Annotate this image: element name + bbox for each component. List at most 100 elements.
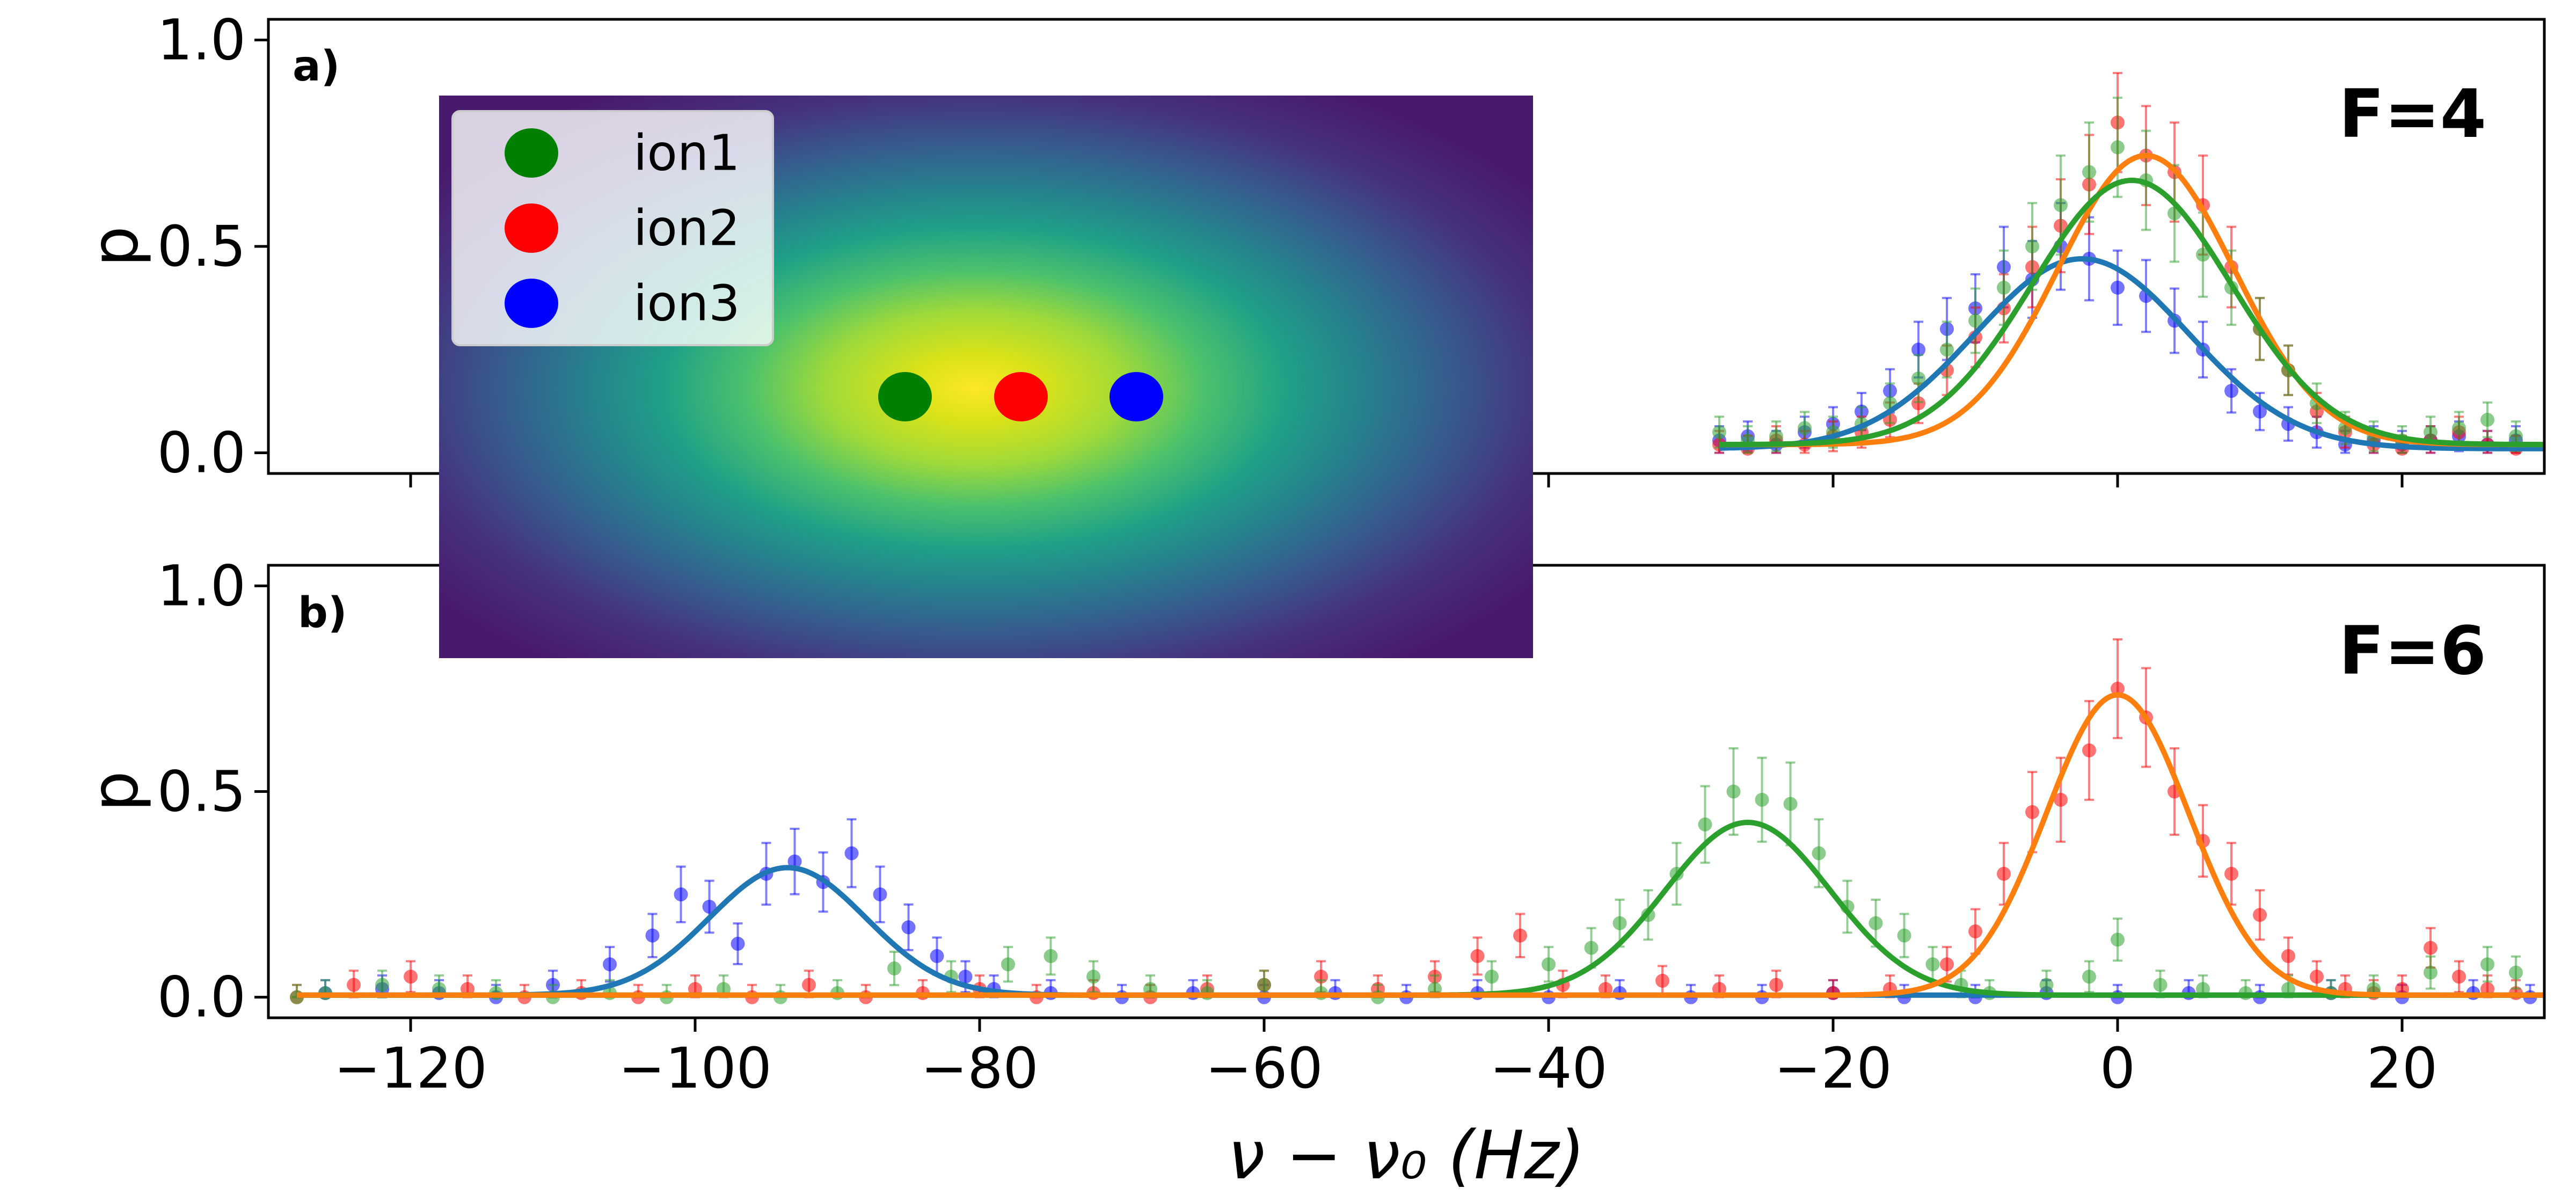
- data-point: [1869, 916, 1883, 930]
- data-point: [603, 957, 617, 972]
- data-point: [1968, 313, 1982, 328]
- data-point: [1001, 957, 1015, 972]
- data-point: [2054, 792, 2068, 807]
- data-point: [1655, 974, 1669, 988]
- fit-curve: [1719, 177, 2544, 448]
- data-point: [2509, 429, 2523, 443]
- data-point: [347, 978, 361, 992]
- data-point: [2153, 978, 2168, 992]
- data-point: [2310, 969, 2324, 984]
- y-tick-label: 0.5: [157, 759, 246, 825]
- legend-marker-ion2: [505, 203, 558, 253]
- data-point: [802, 978, 816, 992]
- data-point: [2253, 404, 2267, 419]
- fit-curve: [297, 820, 2544, 998]
- data-point: [2039, 978, 2054, 992]
- data-point: [2025, 805, 2039, 819]
- panel-b: 0.0 0.5 1.0 −120 −100 −80 −60 −40 −20 0 20 p b) F…: [78, 553, 2546, 1194]
- data-point: [787, 854, 802, 869]
- data-point: [930, 949, 944, 964]
- y-tick-label: 0.0: [157, 965, 246, 1030]
- data-point: [1726, 784, 1741, 799]
- panel-a-annotation: F=4: [2339, 76, 2486, 153]
- fit-curve: [1719, 152, 2544, 448]
- fit-curve: [1719, 256, 2544, 451]
- data-point: [2424, 425, 2438, 440]
- panel-b-label: b): [298, 589, 347, 637]
- panel-b-y-ticks: 0.0 0.5 1.0: [157, 553, 268, 1030]
- data-point: [844, 846, 859, 861]
- x-tick-label: −60: [1205, 1036, 1323, 1101]
- data-point: [2480, 413, 2494, 427]
- panel-b-x-ticks: −120 −100 −80 −60 −40 −20 0 20: [334, 1018, 2438, 1101]
- data-point: [1925, 957, 1940, 972]
- data-point: [1698, 817, 1712, 832]
- data-point: [1485, 969, 1499, 984]
- panel-a-y-label: p: [78, 226, 153, 267]
- data-point: [2224, 866, 2238, 881]
- data-point: [2480, 957, 2494, 972]
- legend: ion1 ion2 ion3: [451, 110, 774, 346]
- panel-b-annotation: F=6: [2339, 613, 2486, 690]
- data-point: [873, 887, 887, 902]
- data-point: [1911, 371, 1925, 386]
- x-tick-label: 20: [2367, 1036, 2438, 1101]
- data-point: [2196, 247, 2210, 262]
- data-point: [645, 928, 660, 943]
- x-tick-label: −80: [921, 1036, 1038, 1101]
- data-point: [958, 969, 973, 984]
- legend-label-ion3: ion3: [633, 275, 740, 332]
- data-point: [2054, 198, 2068, 213]
- y-tick-label: 0.5: [157, 214, 246, 279]
- panel-b-scatter: [290, 638, 2537, 1004]
- data-point: [2452, 969, 2466, 984]
- x-tick-label: −40: [1490, 1036, 1607, 1101]
- data-point: [2424, 940, 2438, 955]
- data-point: [1812, 846, 1826, 861]
- data-point: [1612, 916, 1627, 930]
- data-point: [1783, 797, 1798, 811]
- data-point: [1798, 421, 1812, 435]
- data-point: [1769, 978, 1783, 992]
- data-point: [2452, 421, 2466, 435]
- x-axis-label: ν − ν₀ (Hz): [1228, 1117, 1585, 1194]
- legend-label-ion1: ion1: [633, 125, 740, 182]
- data-point: [1043, 949, 1058, 964]
- data-point: [1897, 928, 1911, 943]
- data-point: [674, 887, 688, 902]
- data-point: [2224, 384, 2238, 398]
- y-tick-label: 1.0: [157, 553, 246, 618]
- panel-a-label: a): [293, 42, 340, 91]
- data-point: [2111, 681, 2125, 696]
- ion-ion2: [994, 372, 1048, 421]
- y-tick-label: 1.0: [157, 7, 246, 72]
- data-point: [1513, 928, 1527, 943]
- inset-ions: [878, 372, 1163, 421]
- data-point: [2424, 965, 2438, 980]
- x-tick-label: −20: [1774, 1036, 1892, 1101]
- panel-a-fit-curves: [1719, 152, 2544, 451]
- ion-ion3: [1110, 372, 1163, 421]
- data-point: [1911, 396, 1925, 411]
- data-point: [2281, 949, 2295, 964]
- data-point: [1769, 429, 1783, 443]
- data-point: [1997, 280, 2011, 295]
- data-point: [404, 969, 418, 984]
- data-point: [1712, 425, 1726, 440]
- panel-b-series: [290, 638, 2544, 1004]
- panel-a-series: [1712, 71, 2544, 456]
- data-point: [901, 920, 916, 935]
- data-point: [1584, 940, 1599, 955]
- data-point: [1911, 342, 1925, 357]
- data-point: [702, 900, 717, 914]
- x-tick-label: 0: [2100, 1036, 2135, 1101]
- fit-curve: [297, 692, 2544, 998]
- data-point: [2111, 140, 2125, 155]
- data-point: [2082, 743, 2096, 757]
- data-point: [887, 961, 901, 976]
- panel-b-y-label: p: [78, 771, 153, 812]
- x-tick-label: −100: [618, 1036, 772, 1101]
- data-point: [2111, 932, 2125, 947]
- panel-a-y-ticks: 0.0 0.5 1.0: [157, 7, 268, 486]
